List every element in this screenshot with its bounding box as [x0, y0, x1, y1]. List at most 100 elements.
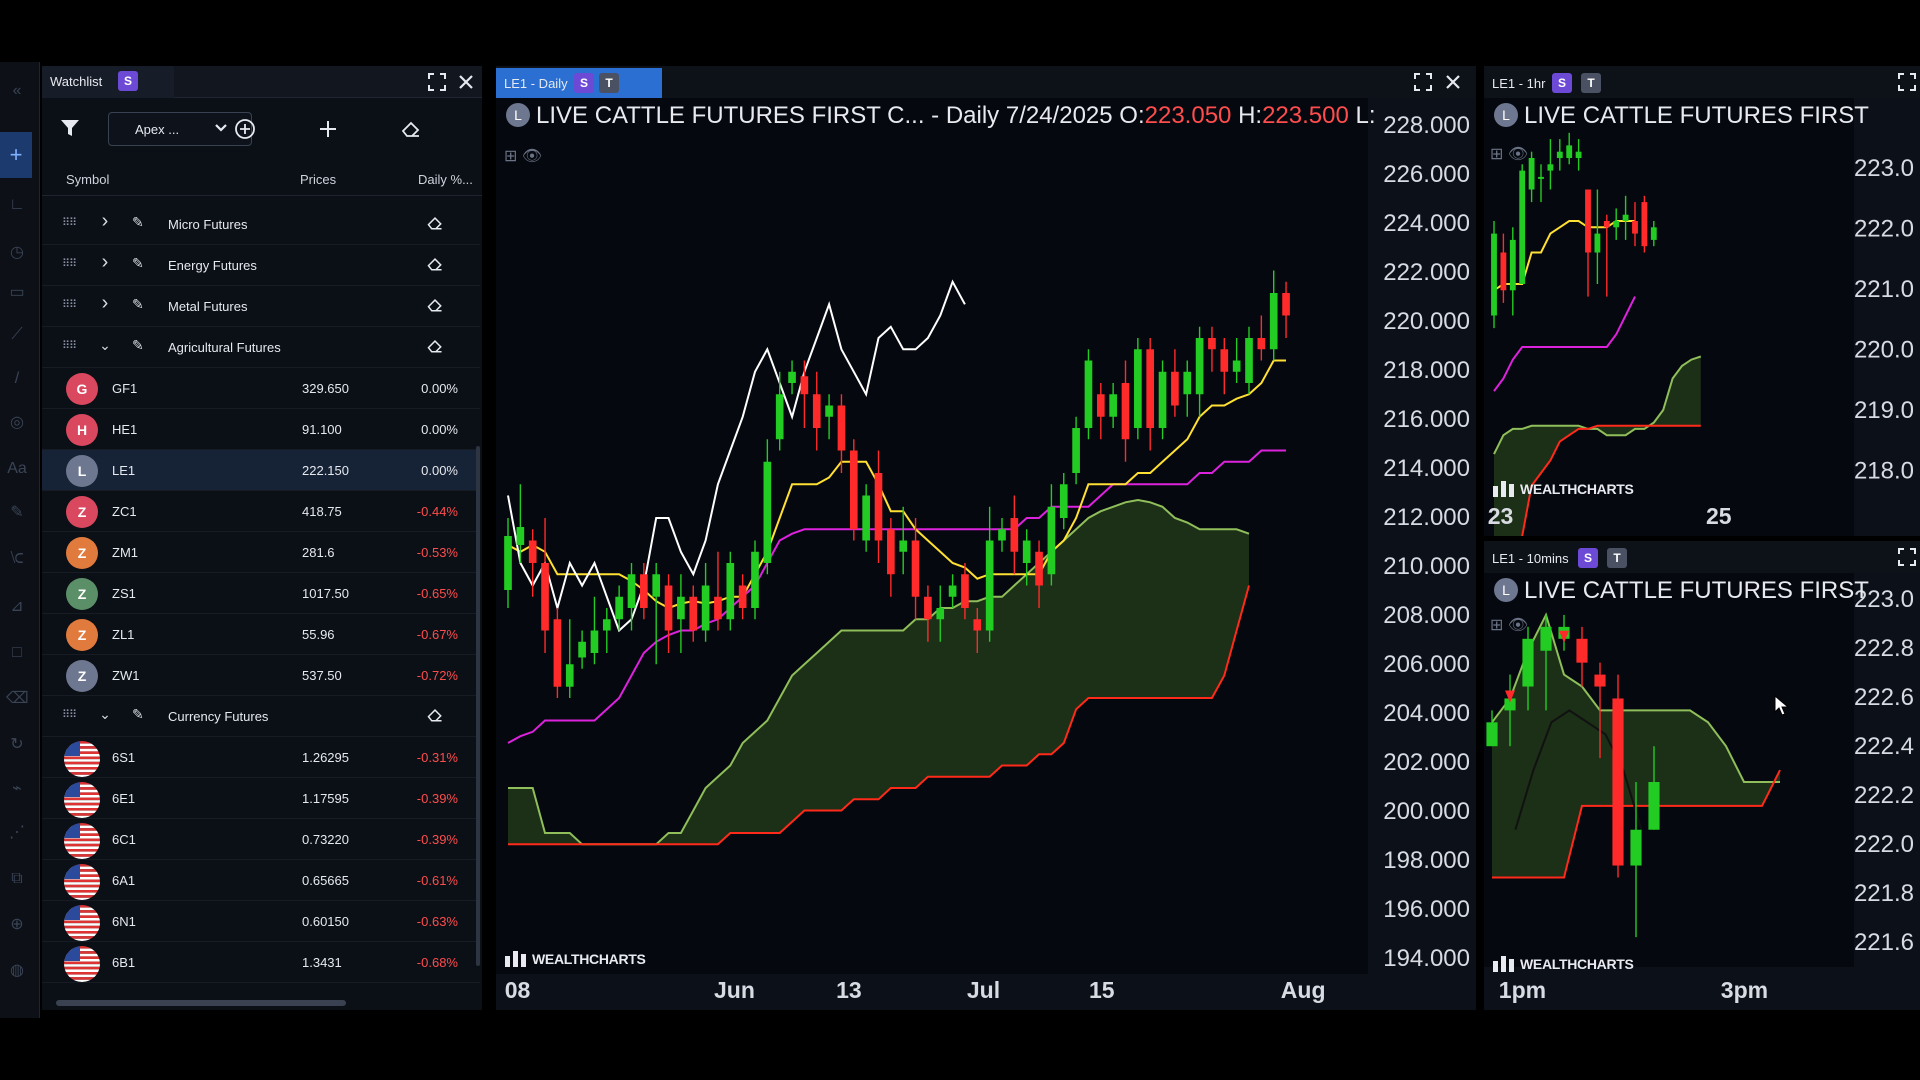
column-daily-change[interactable]: Daily %... — [418, 172, 473, 187]
watchlist-row[interactable]: 6A1 0.65665 -0.61% — [42, 860, 480, 901]
t-badge[interactable]: T — [1581, 73, 1601, 93]
watchlist-row[interactable]: L LE1 222.150 0.00% — [42, 450, 480, 491]
crosshair-icon[interactable]: + — [0, 132, 32, 178]
eye-icon[interactable]: 👁 — [1507, 617, 1529, 634]
shape-tool-icon[interactable]: ◎ — [10, 414, 24, 431]
edit-icon[interactable]: ✎ — [132, 706, 144, 722]
edit-icon[interactable]: ✎ — [132, 296, 144, 312]
ruler-tool-icon[interactable]: ⟈ — [10, 550, 24, 567]
close-icon[interactable] — [455, 71, 477, 93]
watchlist-row[interactable]: 6S1 1.26295 -0.31% — [42, 737, 480, 778]
calendar-icon[interactable]: ▭ — [9, 284, 25, 301]
maximize-icon[interactable] — [1896, 546, 1918, 568]
vertical-scrollbar[interactable] — [476, 446, 480, 966]
watchlist-row[interactable]: G GF1 329.650 0.00% — [42, 368, 480, 409]
s-badge[interactable]: S — [1552, 73, 1572, 93]
watchlist-row[interactable]: Z ZW1 537.50 -0.72% — [42, 655, 480, 696]
plus-icon[interactable] — [317, 118, 339, 140]
expand-square-icon[interactable]: ⊞ — [1490, 617, 1504, 634]
watchlist-tab[interactable]: Watchlist S — [42, 66, 174, 98]
rectangle-tool-icon[interactable]: □ — [12, 644, 22, 661]
chevron-right-icon[interactable]: › — [101, 251, 109, 273]
t-badge[interactable]: T — [1607, 548, 1627, 568]
watchlist-row[interactable]: H HE1 91.100 0.00% — [42, 409, 480, 450]
text-tool-icon[interactable]: Aa — [7, 460, 27, 477]
drag-handle-icon[interactable]: ⠿⠿ — [62, 340, 77, 352]
expand-square-icon[interactable]: ⊞ — [1490, 146, 1504, 163]
pattern-tool-icon[interactable]: ⋰ — [9, 824, 25, 841]
filter-icon[interactable] — [60, 118, 80, 138]
maximize-icon[interactable] — [1412, 71, 1434, 93]
eraser-icon[interactable] — [426, 296, 444, 314]
chevron-right-icon[interactable]: › — [101, 210, 109, 232]
s-badge[interactable]: S — [574, 73, 594, 93]
refresh-icon[interactable]: ↻ — [10, 736, 24, 753]
watchlist-row[interactable]: 6E1 1.17595 -0.39% — [42, 778, 480, 819]
s-badge[interactable]: S — [118, 71, 138, 91]
watchlist-row[interactable]: 6C1 0.73220 -0.39% — [42, 819, 480, 860]
chikou-span-line — [507, 279, 966, 633]
chevron-right-icon[interactable]: › — [101, 292, 109, 314]
watchlist-toolbar: Apex ... — [42, 98, 482, 162]
drag-handle-icon[interactable]: ⠿⠿ — [62, 709, 77, 721]
watchlist-group[interactable]: ⠿⠿ › ✎ Metal Futures — [42, 286, 480, 327]
eraser-icon[interactable] — [426, 706, 444, 724]
eraser-icon[interactable] — [426, 337, 444, 355]
maximize-icon[interactable] — [1896, 71, 1918, 93]
watchlist-row[interactable]: 6N1 0.60150 -0.63% — [42, 901, 480, 942]
watchlist-row[interactable]: Z ZS1 1017.50 -0.65% — [42, 573, 480, 614]
daily-candlestick-chart[interactable]: 228.000 226.000 224.000 222.000 220.000 218.0… — [496, 66, 1476, 1010]
globe-icon[interactable]: ◍ — [10, 962, 24, 979]
drag-handle-icon[interactable]: ⠿⠿ — [62, 258, 77, 270]
watchlist-group[interactable]: ⠿⠿ › ✎ Micro Futures — [42, 204, 480, 245]
leading-span-b-line — [508, 585, 1250, 846]
watchlist-row[interactable]: Z ZM1 281.6 -0.53% — [42, 532, 480, 573]
watchlist-select[interactable]: Apex ... — [108, 112, 252, 146]
hourly-candlestick-chart[interactable]: 223.0 222.0 221.0 220.0 219.0 218.0 23 25 — [1484, 66, 1920, 536]
drag-handle-icon[interactable]: ⠿⠿ — [62, 217, 77, 229]
chart-line-icon[interactable]: ⌁ — [12, 780, 22, 797]
target-icon[interactable]: ⊕ — [10, 916, 24, 933]
watchlist-group[interactable]: ⠿⠿ › ✎ Energy Futures — [42, 245, 480, 286]
expand-square-icon[interactable]: ⊞ — [504, 148, 518, 165]
maximize-icon[interactable] — [426, 71, 448, 93]
add-circle-icon[interactable] — [234, 118, 256, 140]
chevron-down-icon[interactable]: ⌄ — [99, 337, 111, 353]
eraser-icon[interactable] — [426, 214, 444, 232]
horizontal-scrollbar[interactable] — [56, 1000, 346, 1006]
eye-icon[interactable]: 👁 — [1507, 146, 1529, 163]
close-icon[interactable] — [1442, 71, 1464, 93]
ray-tool-icon[interactable]: / — [14, 370, 20, 387]
watchlist-row[interactable]: 6B1 1.3431 -0.68% — [42, 942, 480, 983]
eraser-icon[interactable] — [400, 118, 422, 140]
watchlist-group[interactable]: ⠿⠿ ⌄ ✎ Agricultural Futures — [42, 327, 480, 368]
watchlist-group[interactable]: ⠿⠿ ⌄ ✎ Currency Futures — [42, 696, 480, 737]
clock-icon[interactable]: ◷ — [10, 244, 24, 261]
layers-icon[interactable]: ⧉ — [11, 870, 23, 887]
drag-handle-icon[interactable]: ⠿⠿ — [62, 299, 77, 311]
collapse-icon[interactable]: « — [12, 82, 22, 99]
edit-icon[interactable]: ✎ — [132, 337, 144, 353]
candle — [973, 619, 982, 631]
tab-le1-1hr[interactable]: LE1 - 1hr S T — [1484, 68, 1624, 98]
column-symbol[interactable]: Symbol — [66, 172, 110, 187]
edit-icon[interactable]: ✎ — [132, 214, 144, 230]
watchlist-row[interactable]: Z ZL1 55.96 -0.67% — [42, 614, 480, 655]
eye-icon[interactable]: 👁 — [521, 148, 543, 165]
tab-le1-daily[interactable]: LE1 - Daily S T — [496, 68, 662, 98]
t-badge[interactable]: T — [599, 73, 619, 93]
line-tool-icon[interactable]: ⟋ — [11, 326, 23, 343]
eraser-tool-icon[interactable]: ⌫ — [6, 690, 29, 707]
trendline-icon[interactable]: ∟ — [9, 196, 25, 213]
eraser-icon[interactable] — [426, 255, 444, 273]
tab-le1-10mins[interactable]: LE1 - 10mins S T — [1484, 543, 1644, 573]
s-badge[interactable]: S — [1578, 548, 1598, 568]
watchlist-row[interactable]: Z ZC1 418.75 -0.44% — [42, 491, 480, 532]
column-prices[interactable]: Prices — [300, 172, 337, 187]
measure-tool-icon[interactable]: ⊿ — [10, 598, 24, 615]
ten-minute-candlestick-chart[interactable]: 223.0 222.8 222.6 222.4 222.2 222.0 221.8 221.6… — [1484, 541, 1920, 1010]
chevron-down-icon[interactable]: ⌄ — [99, 706, 111, 722]
brush-tool-icon[interactable]: ✎ — [10, 504, 24, 521]
edit-icon[interactable]: ✎ — [132, 255, 144, 271]
price-tick-label: 221.6 — [1854, 929, 1914, 956]
